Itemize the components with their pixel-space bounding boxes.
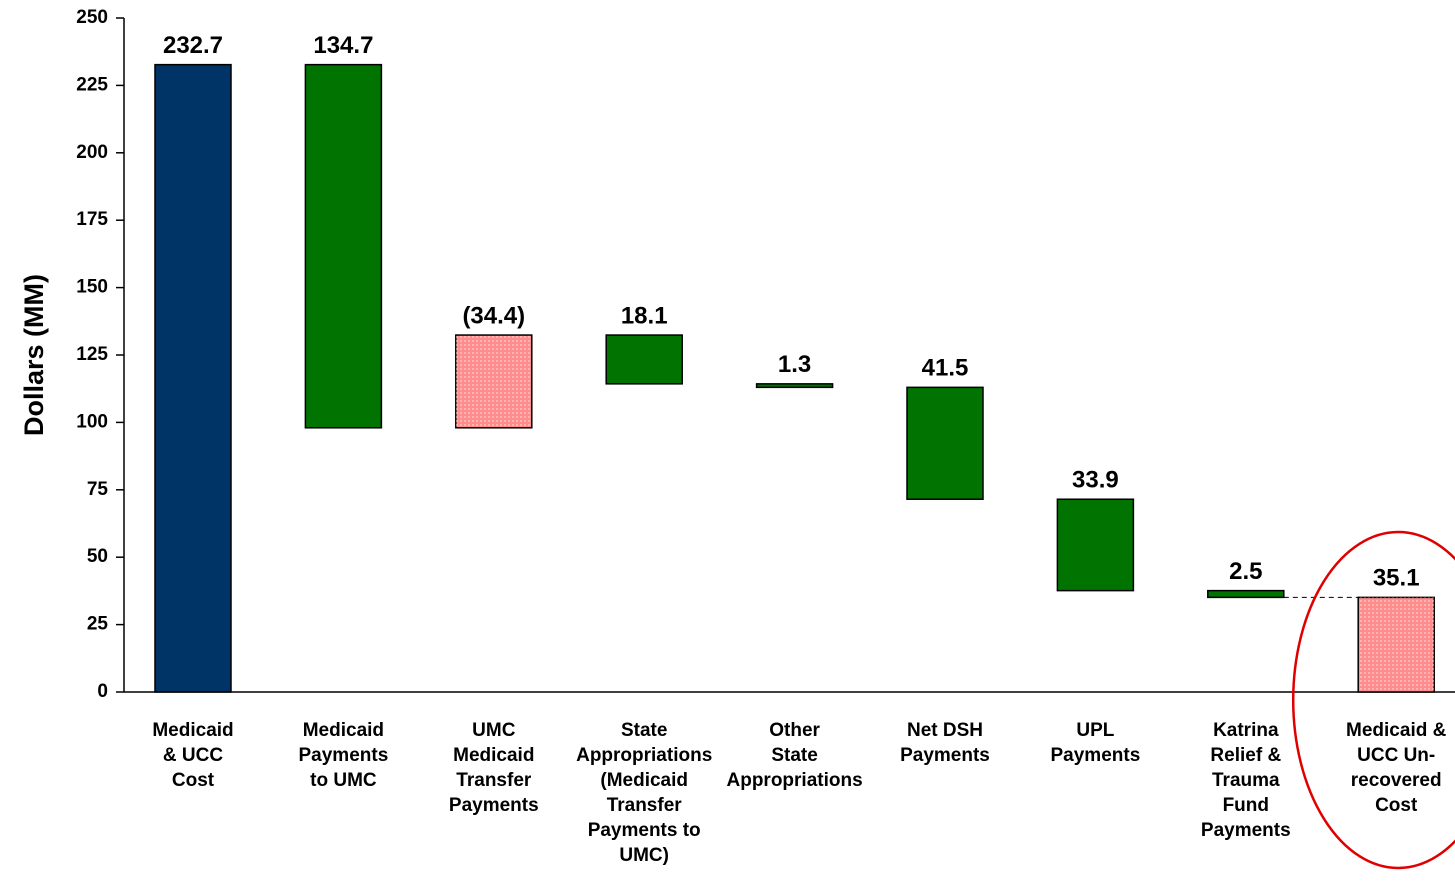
data-label: 41.5 (922, 355, 969, 382)
y-tick-label: 200 (76, 142, 108, 163)
y-tick-label: 125 (76, 344, 108, 365)
y-tick-label: 150 (76, 277, 108, 298)
x-tick-label: UMC Medicaid Transfer Payments (448, 720, 539, 816)
y-tick-label: 0 (97, 681, 108, 702)
data-label: 2.5 (1229, 558, 1262, 585)
bar-pattern (455, 335, 532, 428)
data-label: 232.7 (163, 32, 223, 59)
data-label: 35.1 (1373, 565, 1420, 592)
x-tick-label: Net DSH Payments (900, 720, 990, 766)
data-label: (34.4) (462, 302, 525, 329)
x-tick-label: Medicaid & UCC Un- recovered Cost (1346, 720, 1447, 816)
y-tick-label: 25 (87, 614, 109, 635)
y-tick-label: 225 (76, 74, 108, 95)
y-tick-label: 75 (87, 479, 109, 500)
x-tick-label: Medicaid Payments to UMC (298, 720, 389, 791)
data-label: 134.7 (313, 32, 373, 59)
highlight-circle (1291, 530, 1455, 870)
x-tick-label: Katrina Relief & Trauma Fund Payments (1200, 720, 1291, 841)
y-tick-label: 50 (87, 546, 108, 567)
x-tick-label: Other State Appropriations (726, 720, 863, 791)
bar-pattern (1358, 597, 1435, 692)
data-label: 18.1 (621, 302, 668, 329)
y-axis-label: Dollars (MM) (19, 274, 49, 436)
data-label: 1.3 (778, 351, 811, 378)
y-tick-label: 250 (76, 7, 108, 28)
x-tick-label: Medicaid & UCC Cost (152, 720, 234, 791)
bar (1056, 498, 1135, 592)
y-tick-label: 100 (76, 411, 108, 432)
y-tick-label: 175 (76, 209, 108, 230)
bar (1207, 589, 1285, 599)
x-tick-label: UPL Payments (1050, 720, 1141, 766)
x-tick-label: State Appropriations (Medicaid Transfer … (576, 720, 713, 866)
bar (755, 383, 834, 389)
bar (605, 334, 683, 385)
bar (304, 63, 383, 429)
bar (154, 63, 232, 693)
data-label: 33.9 (1072, 467, 1119, 494)
bar (906, 386, 984, 500)
